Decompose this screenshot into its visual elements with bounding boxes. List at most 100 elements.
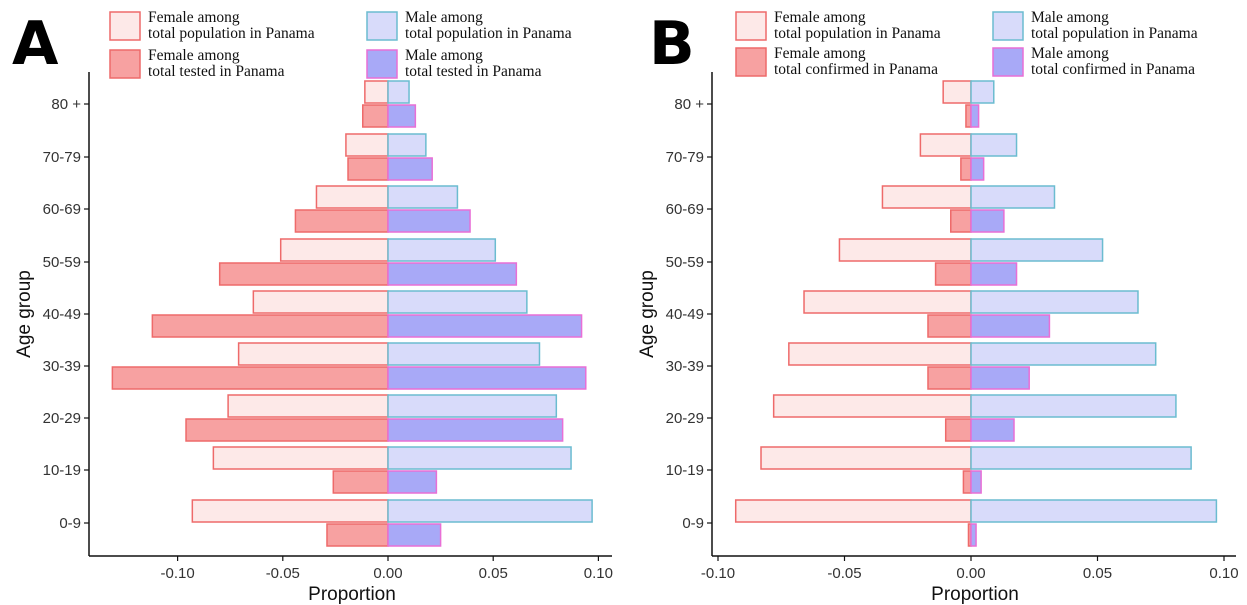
bar-female-sample-80 + [965,104,972,128]
legend-label: total population in Panama [405,25,572,42]
bar-female-population-40-49 [252,290,389,314]
bar-male-population-50-59 [387,238,497,262]
bar-female-population-20-29 [772,394,972,418]
bar-male-sample-50-59 [970,262,1018,286]
bar-female-population-10-19 [212,446,389,470]
y-tick-label: 80 + [51,96,81,113]
x-axis-title: Proportion [308,584,396,605]
bar-female-sample-10-19 [962,470,972,494]
bar-male-sample-30-39 [970,366,1030,390]
bar-female-sample-60-69 [950,209,972,233]
bar-male-sample-60-69 [970,209,1005,233]
y-axis-title: Age group [14,270,35,358]
bar-male-sample-0-9 [970,523,977,547]
bar-male-population-80 + [970,80,995,104]
y-tick-label: 10-19 [666,462,704,479]
bar-female-sample-30-39 [927,366,972,390]
y-tick-label: 60-69 [666,201,704,218]
bar-female-population-50-59 [838,238,972,262]
y-tick-label: 30-39 [43,358,81,375]
legend-swatch [366,11,398,41]
legend-label: total population in Panama [774,25,941,42]
legend-label: Male among [405,9,483,26]
legend-label: Male among [1031,9,1109,26]
bar-male-population-40-49 [387,290,528,314]
x-tick-label: 0.05 [1083,565,1112,582]
legend-label: Female among [774,45,866,62]
bar-female-population-70-79 [919,133,972,157]
bar-male-sample-20-29 [970,418,1015,442]
legend-swatch [109,11,141,41]
y-tick-label: 50-59 [666,254,704,271]
legend-label: total population in Panama [1031,25,1198,42]
bar-male-population-0-9 [970,499,1218,523]
bar-female-population-60-69 [315,185,389,209]
legend-swatch [366,49,398,79]
bar-male-population-40-49 [970,290,1139,314]
bar-male-sample-0-9 [387,523,442,547]
x-tick-label: -0.10 [701,565,735,582]
bar-female-sample-40-49 [927,314,972,338]
bar-male-population-0-9 [387,499,593,523]
bar-male-population-20-29 [387,394,558,418]
bar-female-sample-60-69 [294,209,389,233]
y-tick-label: 80 + [674,96,704,113]
bar-male-sample-10-19 [970,470,982,494]
bar-male-population-70-79 [970,133,1018,157]
y-tick-label: 70-79 [666,149,704,166]
legend-swatch [109,49,141,79]
panel-b: B 0-9 10-19 20-29 30-39 40-49 50-59 60-69 70-79 8… [637,9,1239,605]
bar-male-population-30-39 [970,342,1157,366]
legend-label: Male among [405,47,483,64]
panel-label: B [649,9,695,79]
panel-label: A [12,9,59,79]
bar-male-sample-40-49 [387,314,583,338]
bar-female-population-20-29 [227,394,389,418]
bar-female-population-0-9 [734,499,972,523]
bar-female-sample-0-9 [326,523,389,547]
bar-male-sample-70-79 [970,157,985,181]
bar-female-sample-20-29 [185,418,389,442]
legend-label: Female among [774,9,866,26]
legend-label: total tested in Panama [148,63,285,80]
bar-male-population-60-69 [970,185,1056,209]
legend-swatch [992,11,1024,41]
legend-label: total tested in Panama [405,63,542,80]
legend-label: Female among [148,47,240,64]
y-axis-title: Age group [637,270,658,358]
bar-male-sample-10-19 [387,470,438,494]
x-tick-label: 0.10 [584,565,613,582]
bar-male-sample-20-29 [387,418,564,442]
y-tick-label: 0-9 [59,515,81,532]
bar-male-population-80 + [387,80,410,104]
panel-a: A 0-9 10-19 20-29 30-39 40-49 50-59 60-69 70-79 8… [12,9,613,605]
y-tick-label: 20-29 [43,410,81,427]
y-tick-label: 10-19 [43,462,81,479]
x-tick-label: 0.00 [373,565,402,582]
bar-male-population-70-79 [387,133,427,157]
bar-female-sample-20-29 [944,418,972,442]
bar-male-sample-30-39 [387,366,587,390]
bar-female-population-30-39 [237,342,389,366]
y-tick-label: 40-49 [43,306,81,323]
bar-male-population-50-59 [970,238,1104,262]
legend-swatch [992,47,1024,77]
x-tick-label: -0.05 [827,565,861,582]
legend-label: total population in Panama [148,25,315,42]
bar-female-sample-40-49 [151,314,389,338]
x-tick-label: 0.10 [1209,565,1238,582]
y-tick-label: 30-39 [666,358,704,375]
y-tick-label: 40-49 [666,306,704,323]
y-tick-label: 20-29 [666,410,704,427]
bar-female-sample-70-79 [960,157,972,181]
x-tick-label: 0.05 [479,565,508,582]
bar-female-population-60-69 [881,185,972,209]
x-tick-label: -0.05 [266,565,300,582]
legend-label: total confirmed in Panama [1031,61,1195,78]
bar-male-sample-70-79 [387,157,433,181]
bar-female-sample-50-59 [934,262,972,286]
bar-female-sample-30-39 [111,366,389,390]
bar-male-population-60-69 [387,185,459,209]
bar-male-population-20-29 [970,394,1177,418]
